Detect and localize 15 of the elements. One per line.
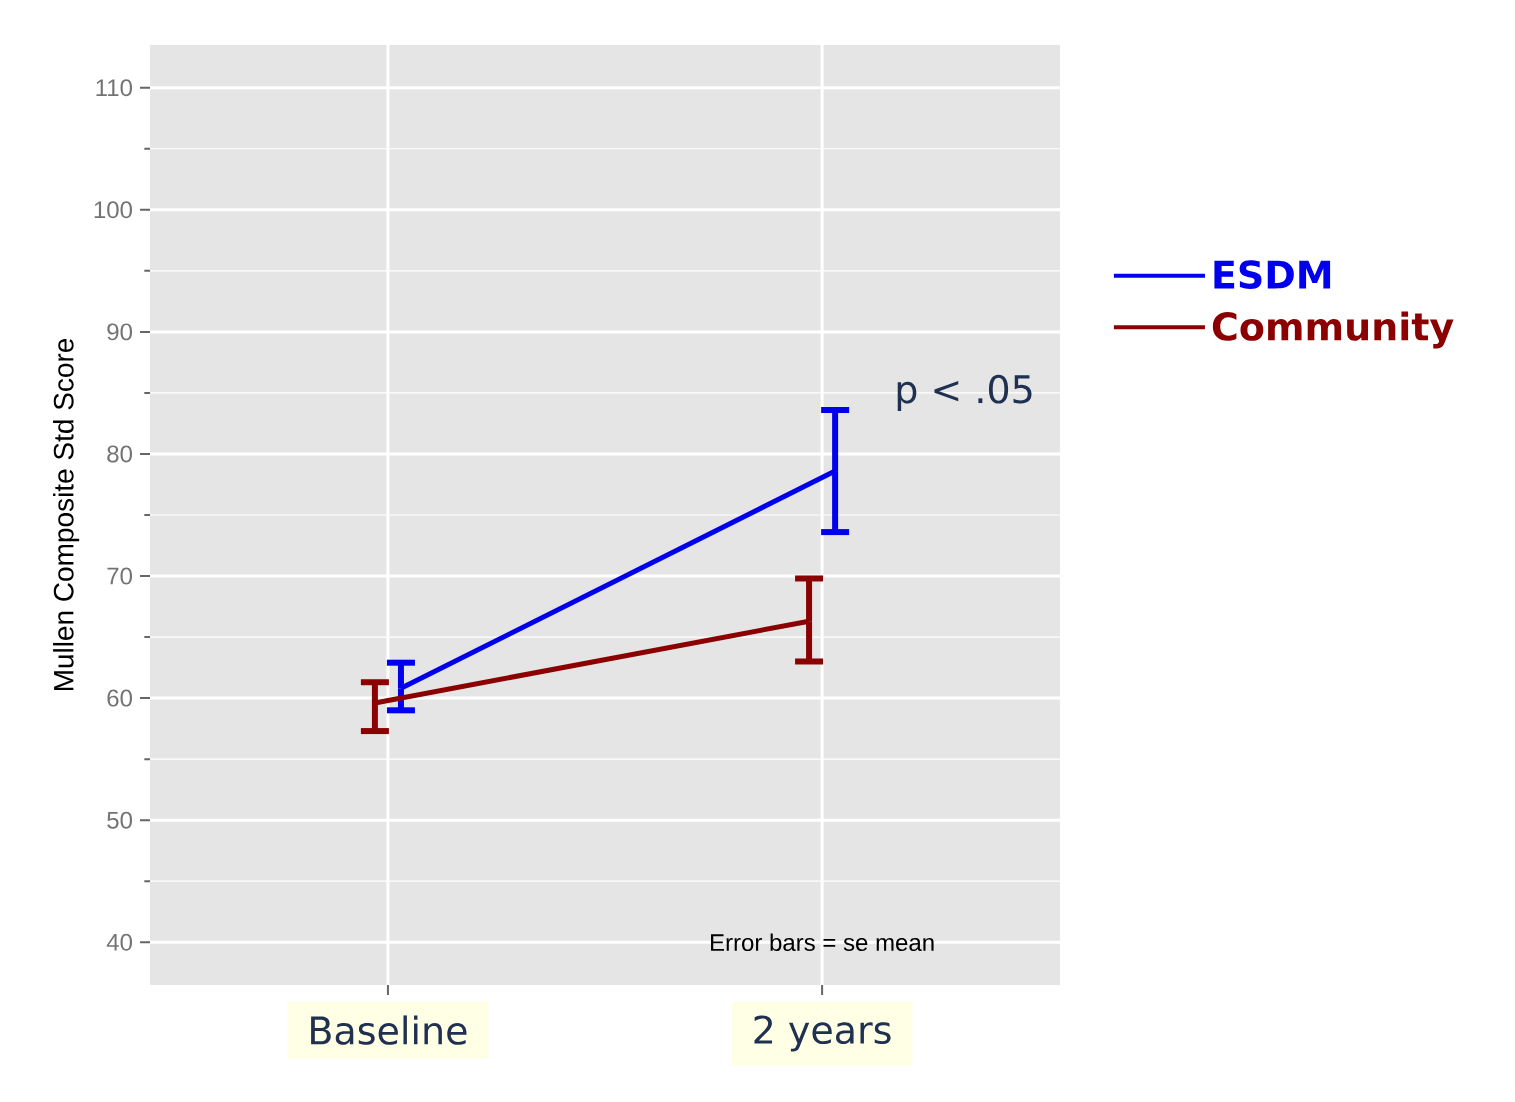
y-tick-label: 60: [107, 689, 133, 707]
y-tick-label: 110: [96, 79, 133, 97]
y-tick-label: 50: [107, 811, 133, 829]
x-tick-label: 2 years: [754, 1015, 891, 1052]
y-tick-label: 80: [107, 445, 133, 463]
y-tick-label: 90: [107, 323, 133, 341]
y-tick-label: 70: [107, 567, 133, 585]
annotation: Error bars = se mean: [711, 933, 934, 952]
y-axis-title: Mullen Composite Std Score: [53, 338, 80, 691]
x-tick-label: Baseline: [311, 1015, 467, 1045]
annotation: p < .05: [897, 374, 1032, 411]
y-tick-label: 100: [94, 201, 133, 219]
legend-label: Community: [1212, 311, 1454, 349]
legend-label: ESDM: [1214, 260, 1331, 289]
y-tick-label: 40: [106, 933, 133, 951]
